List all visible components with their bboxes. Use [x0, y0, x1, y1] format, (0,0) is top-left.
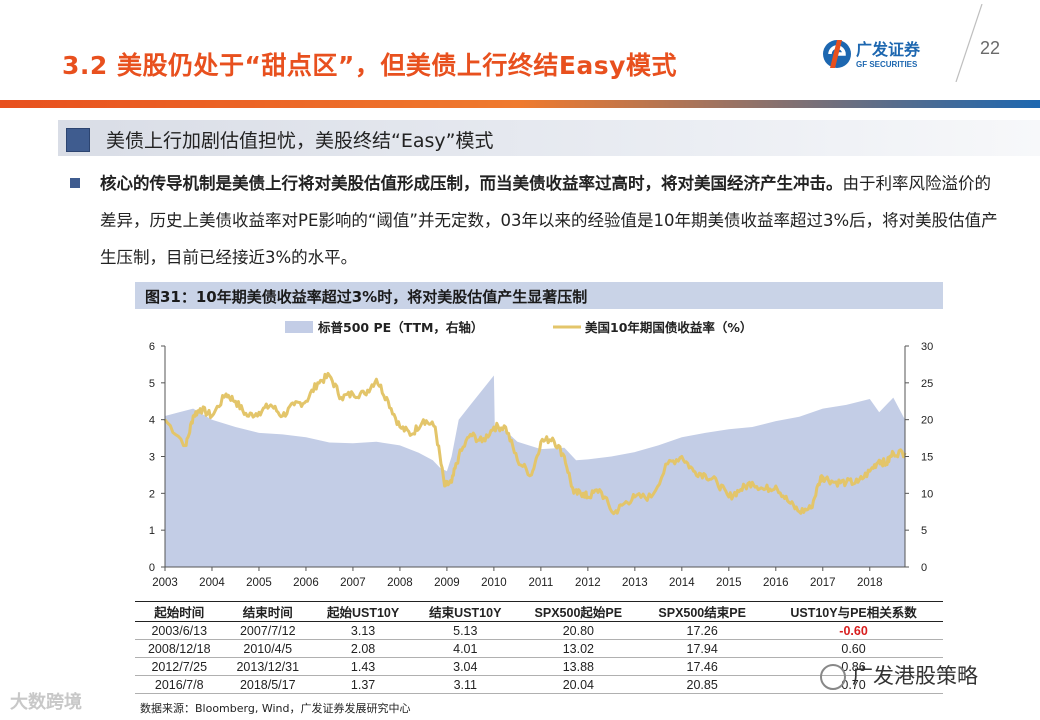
table-cell: -0.60	[764, 621, 943, 640]
body-paragraph: 核心的传导机制是美债上行将对美股估值形成压制，而当美债收益率过高时，将对美国经济…	[100, 165, 1005, 276]
y-right-tick-label: 0	[921, 562, 927, 574]
subheading-text: 美债上行加剧估值担忧，美股终结“Easy”模式	[106, 130, 494, 152]
table-cell: 20.80	[516, 621, 641, 640]
gf-securities-logo: 广发证券 GF SECURITIES	[823, 40, 921, 69]
subheading-square-icon	[66, 128, 90, 152]
table-cell: 3.11	[414, 675, 517, 694]
wechat-icon	[820, 664, 846, 690]
table-header-cell: 结束UST10Y	[414, 601, 517, 622]
y-right-tick-label: 20	[921, 415, 933, 427]
legend-yield-label: 美国10年期国债收益率（%）	[585, 320, 752, 335]
y-left-tick-label: 0	[149, 562, 155, 574]
table-cell: 0.60	[764, 639, 943, 658]
table-cell: 13.02	[516, 639, 641, 658]
table-body: 2003/6/13 2007/7/12 3.13 5.13 20.80 17.26 -0.6…	[135, 621, 943, 694]
table-cell: 2010/4/5	[223, 639, 312, 658]
y-left-tick-label: 6	[149, 341, 155, 353]
table-cell: 20.85	[640, 675, 765, 694]
table-cell: 17.94	[640, 639, 765, 658]
logo-en-text: GF SECURITIES	[856, 60, 918, 69]
table-row: 2016/7/8 2018/5/17 1.37 3.11 20.04 20.85 0.70	[135, 675, 943, 694]
paragraph-bold-text: 核心的传导机制是美债上行将对美股估值形成压制，而当美债收益率过高时，将对美国经济…	[100, 174, 843, 193]
table-cell: 4.01	[414, 639, 517, 658]
x-tick-label: 2006	[293, 577, 319, 589]
table-row: 2008/12/18 2010/4/5 2.08 4.01 13.02 17.94 0.60	[135, 639, 943, 658]
table-cell: 3.13	[312, 621, 415, 640]
table-header-cell: 结束时间	[223, 601, 312, 622]
series-pe-area	[165, 375, 905, 567]
table-header-cell: UST10Y与PE相关系数	[764, 601, 943, 622]
table-cell: 2003/6/13	[135, 621, 224, 640]
x-tick-label: 2005	[246, 577, 272, 589]
x-tick-label: 2017	[810, 577, 836, 589]
table-header-row: 起始时间 结束时间 起始UST10Y 结束UST10Y SPX500起始PE SPX500…	[135, 601, 943, 622]
source-note: 数据来源：Bloomberg, Wind，广发证券发展研究中心	[140, 702, 411, 715]
section-subheading: 美债上行加剧估值担忧，美股终结“Easy”模式	[58, 120, 1040, 156]
table-cell: 3.04	[414, 657, 517, 676]
watermark-right: 广发港股策略	[820, 660, 978, 690]
table-row: 2012/7/25 2013/12/31 1.43 3.04 13.88 17.46 0.8…	[135, 657, 943, 676]
x-tick-label: 2016	[763, 577, 789, 589]
page-title: 3.2 美股仍处于“甜点区”，但美债上行终结Easy模式	[62, 51, 677, 80]
table-header-cell: 起始UST10Y	[312, 601, 415, 622]
table-cell: 17.26	[640, 621, 765, 640]
y-left-tick-label: 2	[149, 488, 155, 500]
x-tick-label: 2015	[716, 577, 742, 589]
table-cell: 2007/7/12	[223, 621, 312, 640]
table-cell: 0.70	[764, 675, 943, 694]
x-tick-label: 2007	[340, 577, 366, 589]
table-header-cell: SPX500结束PE	[640, 601, 765, 622]
table-row: 2003/6/13 2007/7/12 3.13 5.13 20.80 17.26 -0.6…	[135, 621, 943, 640]
x-tick-label: 2018	[857, 577, 883, 589]
table-cell: 20.04	[516, 675, 641, 694]
x-tick-label: 2013	[622, 577, 648, 589]
table-cell: 2018/5/17	[223, 675, 312, 694]
table-cell: 5.13	[414, 621, 517, 640]
legend-pe-swatch	[285, 321, 313, 333]
paragraph-normal-text: 由于利率风险溢价的差异，历史上美债收益率对PE影响的“阈值”并无定数，03年以来…	[100, 174, 998, 267]
table-cell: 2016/7/8	[135, 675, 224, 694]
y-left-tick-label: 5	[149, 378, 155, 390]
x-tick-label: 2004	[199, 577, 225, 589]
table-cell: 1.43	[312, 657, 415, 676]
y-right-tick-label: 25	[921, 378, 933, 390]
x-tick-label: 2008	[387, 577, 413, 589]
watermark-right-text: 广发港股策略	[852, 664, 978, 688]
figure-title-bar: 图31：10年期美债收益率超过3%时，将对美股估值产生显著压制	[135, 282, 943, 309]
x-tick-label: 2003	[152, 577, 178, 589]
y-left-tick-label: 4	[149, 415, 155, 427]
x-tick-label: 2014	[669, 577, 695, 589]
table-cell: 1.37	[312, 675, 415, 694]
legend-pe-label: 标普500 PE（TTM，右轴）	[317, 320, 483, 335]
y-left-tick-label: 3	[149, 452, 155, 464]
table-cell: 2012/7/25	[135, 657, 224, 676]
series-yield-line	[163, 371, 907, 516]
table-cell: 2013/12/31	[223, 657, 312, 676]
table-cell: 17.46	[640, 657, 765, 676]
y-right-tick-label: 15	[921, 452, 933, 464]
logo-cn-text: 广发证券	[856, 40, 921, 59]
data-table: 起始时间 结束时间 起始UST10Y 结束UST10Y SPX500起始PE SPX500…	[135, 601, 943, 694]
table-cell: 2.08	[312, 639, 415, 658]
figure-title: 图31：10年期美债收益率超过3%时，将对美股估值产生显著压制	[145, 288, 588, 306]
watermark-left: 大数跨境	[10, 692, 82, 713]
x-tick-label: 2010	[481, 577, 507, 589]
y-right-tick-label: 30	[921, 341, 933, 353]
yield-pe-chart: 0 1 2 3 4 5 6 0 5 10 15 20 25 30 2003 2004 2005 2006 2007 2…	[135, 309, 943, 601]
y-right-tick-label: 5	[921, 525, 927, 537]
x-tick-label: 2011	[529, 577, 554, 589]
table-cell: 0.86	[764, 657, 943, 676]
x-tick-label: 2009	[434, 577, 460, 589]
table-header-cell: 起始时间	[135, 601, 224, 622]
table-header-cell: SPX500起始PE	[516, 601, 641, 622]
page-number: 22	[980, 38, 1001, 58]
table-cell: 2008/12/18	[135, 639, 224, 658]
y-right-tick-label: 10	[921, 488, 933, 500]
x-tick-label: 2012	[575, 577, 601, 589]
table-cell: 13.88	[516, 657, 641, 676]
y-left-tick-label: 1	[149, 525, 155, 537]
header-color-bar	[0, 100, 1040, 108]
header-divider-slash	[955, 4, 983, 82]
bullet-square-icon	[70, 178, 80, 188]
